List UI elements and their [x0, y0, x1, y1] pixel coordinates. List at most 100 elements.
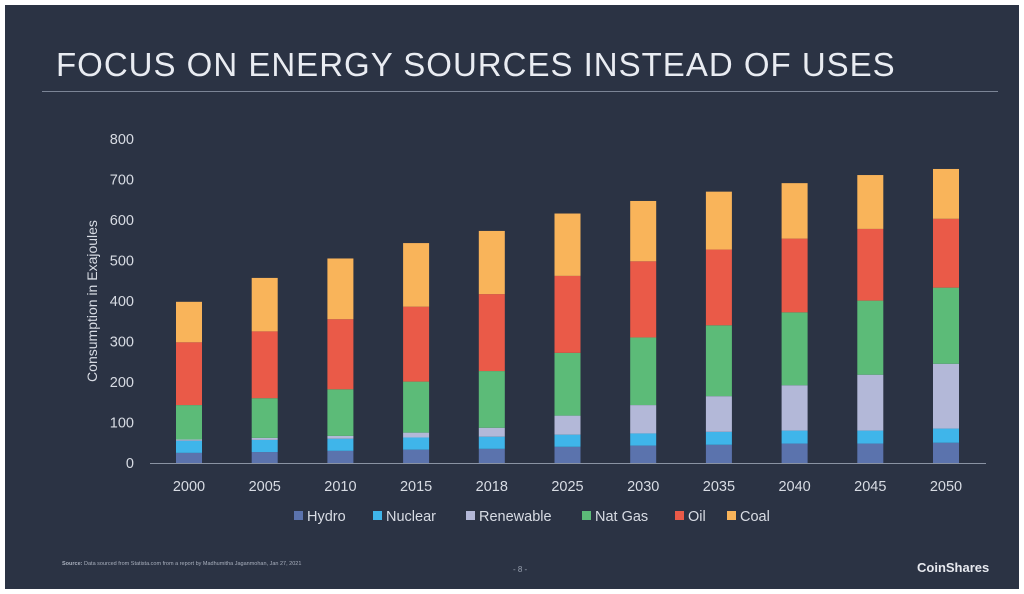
x-tick-label: 2030: [627, 479, 659, 495]
bar-segment-hydro: [705, 444, 732, 463]
y-tick-label: 400: [110, 294, 134, 310]
bar-segment-coal: [251, 277, 278, 332]
bar-segment-oil: [176, 342, 202, 406]
bar-segment-nuclear: [554, 434, 581, 447]
x-tick-label: 2045: [854, 479, 886, 495]
x-tick-label: 2000: [173, 479, 205, 495]
bar-segment-nuclear: [478, 436, 505, 449]
x-tick-label: 2040: [778, 479, 810, 495]
bar-segment-hydro: [403, 449, 430, 463]
legend-swatch-renewable: [466, 511, 475, 520]
source-label: Source:: [62, 561, 83, 567]
bar-segment-coal: [705, 191, 732, 250]
legend-swatch-hydro: [294, 511, 303, 520]
legend-label: Oil: [688, 509, 706, 525]
x-tick-label: 2010: [324, 479, 356, 495]
bar-segment-nuclear: [176, 440, 202, 453]
bar-segment-hydro: [478, 448, 505, 463]
bar-segment-nat-gas: [176, 405, 202, 440]
y-tick-label: 100: [110, 416, 134, 432]
page-number: - 8 -: [513, 565, 528, 574]
bar-segment-hydro: [251, 452, 278, 463]
bar-segment-coal: [554, 213, 581, 276]
bar-segment-hydro: [933, 442, 959, 463]
bar-segment-renewable: [630, 405, 657, 434]
bar-segment-hydro: [554, 446, 581, 463]
bar-segment-oil: [705, 249, 732, 326]
bar-segment-nat-gas: [251, 398, 278, 438]
y-tick-label: 200: [110, 375, 134, 391]
bar-segment-coal: [857, 175, 884, 229]
bar-segment-oil: [327, 319, 354, 390]
bar-segment-oil: [403, 306, 430, 382]
legend-label: Hydro: [307, 509, 346, 525]
bar-segment-nat-gas: [781, 312, 808, 386]
bar-segment-nat-gas: [705, 325, 732, 397]
x-tick-label: 2025: [551, 479, 583, 495]
bar-segment-nuclear: [327, 438, 354, 451]
bar-segment-nat-gas: [933, 287, 959, 364]
bar-segment-hydro: [327, 450, 354, 463]
bar-segment-nuclear: [251, 439, 278, 453]
x-tick-label: 2050: [930, 479, 962, 495]
bar-segment-renewable: [857, 374, 884, 431]
source-text: Data sourced from Statista.com from a re…: [84, 561, 302, 567]
x-tick-label: 2035: [703, 479, 735, 495]
bar-segment-hydro: [176, 452, 202, 463]
bar-segment-coal: [478, 230, 505, 295]
bar-segment-coal: [933, 168, 959, 219]
bar-segment-nat-gas: [327, 389, 354, 436]
x-tick-label: 2018: [476, 479, 508, 495]
bar-segment-coal: [403, 243, 430, 307]
y-tick-label: 600: [110, 213, 134, 229]
x-tick-label: 2005: [249, 479, 281, 495]
y-axis-label: Consumption in Exajoules: [84, 220, 100, 382]
bar-segment-nuclear: [403, 437, 430, 450]
y-tick-label: 300: [110, 335, 134, 351]
bar-segment-nuclear: [781, 430, 808, 444]
bar-segment-nuclear: [705, 431, 732, 445]
brand-logo: CoinShares: [917, 560, 990, 575]
slide-title: FOCUS ON ENERGY SOURCES INSTEAD OF USES: [56, 46, 896, 83]
bar-segment-oil: [478, 294, 505, 372]
bar-segment-renewable: [705, 396, 732, 432]
source-note: Source: Data sourced from Statista.com f…: [62, 561, 301, 567]
bar-segment-nuclear: [630, 433, 657, 446]
bar-segment-renewable: [251, 437, 278, 440]
bar-segment-nat-gas: [403, 381, 430, 433]
bar-segment-oil: [554, 275, 581, 353]
bar-segment-coal: [781, 183, 808, 239]
y-tick-label: 700: [110, 173, 134, 189]
bar-segment-renewable: [781, 385, 808, 431]
bar-segment-oil: [630, 261, 657, 338]
x-tick-label: 2015: [400, 479, 432, 495]
bar-segment-oil: [933, 218, 959, 288]
legend-swatch-coal: [727, 511, 736, 520]
bar-segment-nat-gas: [857, 300, 884, 375]
legend-label: Coal: [740, 509, 770, 525]
bar-segment-oil: [251, 331, 278, 399]
bar-segment-oil: [857, 228, 884, 301]
legend-swatch-nuclear: [373, 511, 382, 520]
bar-segment-coal: [176, 301, 202, 343]
bar-segment-renewable: [403, 432, 430, 438]
bar-segment-renewable: [478, 427, 505, 437]
legend-swatch-oil: [675, 511, 684, 520]
y-tick-label: 500: [110, 254, 134, 270]
bar-segment-hydro: [857, 443, 884, 463]
bar-segment-renewable: [327, 435, 354, 439]
legend-label: Renewable: [479, 509, 552, 525]
legend-label: Nat Gas: [595, 509, 648, 525]
y-tick-label: 0: [126, 456, 134, 472]
bar-segment-nat-gas: [630, 337, 657, 406]
slide-background: [5, 5, 1019, 589]
bar-segment-nuclear: [857, 430, 884, 444]
bar-segment-oil: [781, 238, 808, 313]
bar-segment-nat-gas: [554, 352, 581, 416]
title-divider: [42, 91, 998, 92]
legend-label: Nuclear: [386, 509, 436, 525]
bar-segment-nat-gas: [478, 371, 505, 428]
bar-segment-renewable: [933, 363, 959, 429]
legend-swatch-nat-gas: [582, 511, 591, 520]
